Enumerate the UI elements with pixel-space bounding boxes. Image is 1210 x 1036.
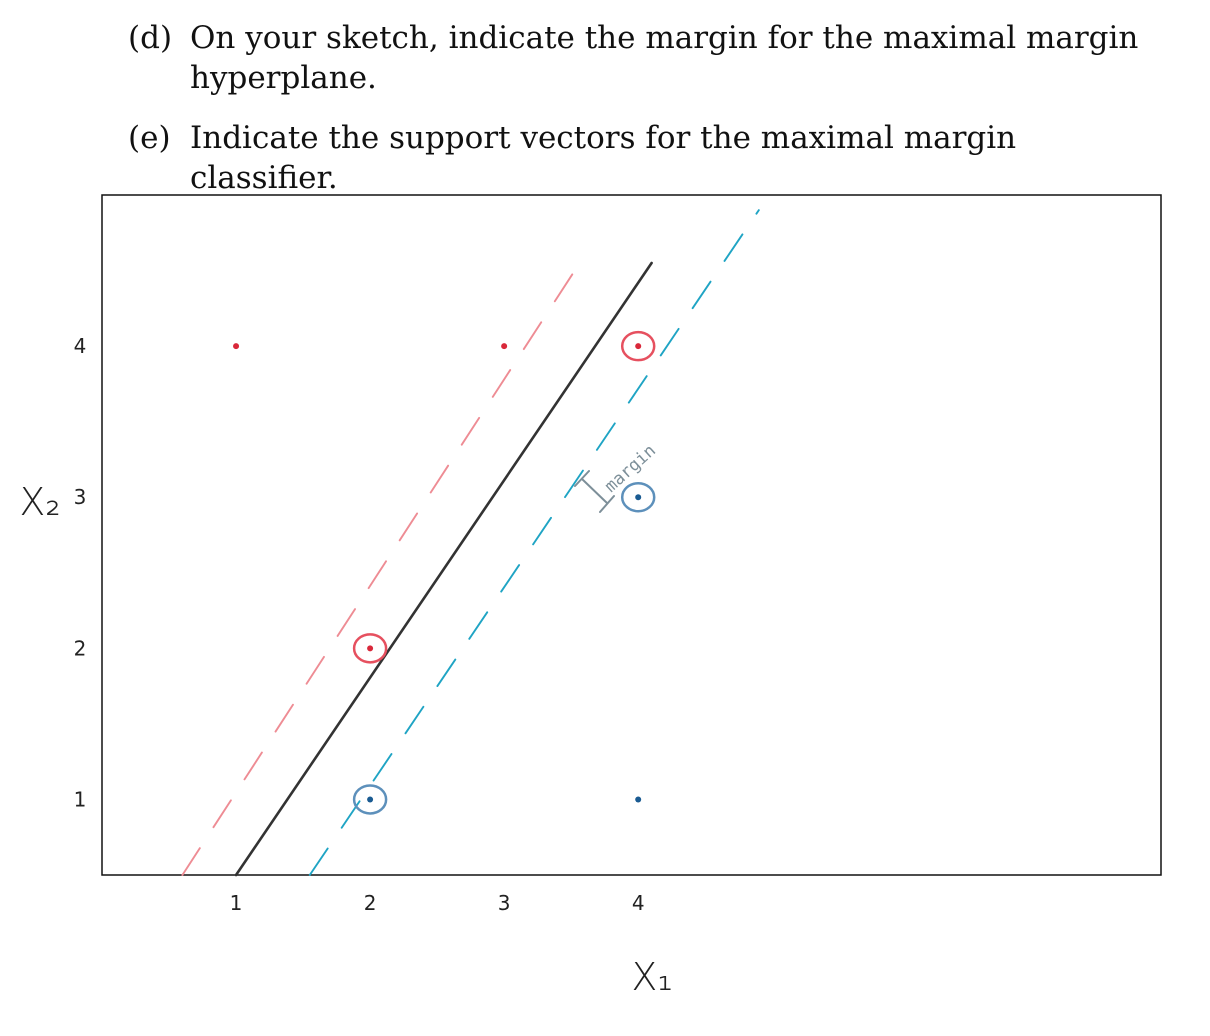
support-vector-circle: [620, 330, 656, 362]
question-d-label: (d): [128, 20, 173, 56]
x-tick-label: 2: [364, 891, 377, 915]
support-vector-circle: [352, 784, 388, 815]
margin-lower-line: [308, 209, 760, 876]
hyperplane-line: [234, 261, 653, 877]
y-tick-label: 2: [74, 636, 87, 660]
question-e-label: (e): [128, 120, 171, 156]
ticks-layer: 1 2 3 4 1 2 3 4: [74, 334, 645, 915]
blue-point-dot: [367, 796, 374, 803]
x-axis-label: X₁: [631, 955, 672, 999]
blue-point-dot: [635, 796, 642, 803]
x-tick-label: 3: [498, 891, 511, 915]
red-point-dot: [367, 645, 374, 652]
support-vector-circle: [352, 633, 388, 664]
red-point: [620, 330, 656, 362]
support-vector-circle: [620, 481, 656, 513]
blue-point: [620, 481, 656, 513]
question-d-line2: hyperplane.: [190, 60, 377, 96]
margin-annotation: margin: [574, 441, 660, 513]
y-tick-label: 4: [74, 334, 87, 358]
blue-point-dot: [635, 494, 642, 501]
question-d-line1: On your sketch, indicate the margin for …: [190, 20, 1139, 56]
question-d-text: On your sketch, indicate the margin for …: [190, 18, 1142, 98]
y-tick-label: 3: [74, 485, 87, 509]
red-point: [352, 633, 388, 664]
margin-upper-line: [181, 254, 586, 876]
x-tick-label: 1: [230, 891, 243, 915]
plot-frame: [101, 194, 1162, 876]
red-point-dot: [501, 343, 508, 350]
lines-layer: [181, 209, 760, 877]
y-tick-label: 1: [74, 787, 87, 811]
y-axis-label: X₂: [19, 480, 60, 524]
red-point: [501, 343, 508, 350]
blue-point: [635, 796, 642, 803]
blue-point: [352, 784, 388, 815]
x-tick-label: 4: [632, 891, 645, 915]
points-layer: [233, 330, 656, 815]
red-point: [233, 343, 240, 350]
red-point-dot: [233, 343, 240, 350]
red-point-dot: [635, 343, 642, 350]
question-e-text: Indicate the support vectors for the max…: [190, 120, 1017, 196]
